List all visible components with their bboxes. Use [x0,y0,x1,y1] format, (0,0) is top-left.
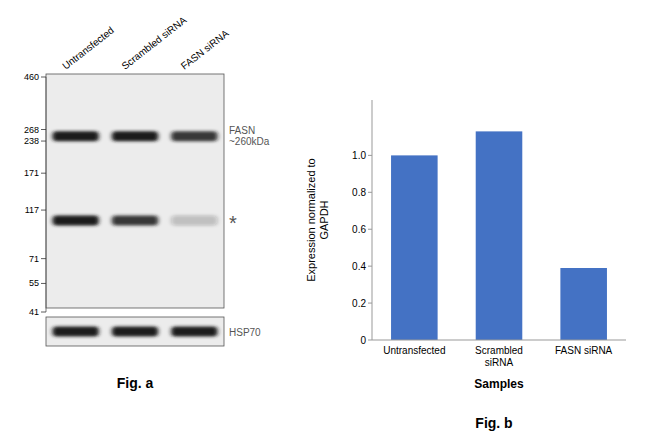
x-axis-label: Samples [474,377,524,391]
loading-control-label: HSP70 [229,327,261,338]
figure: 460 268238 171 117 71 55 41 Untransfected Scramb… [0,0,650,443]
ladder-axis [46,77,47,312]
bar [560,268,607,340]
y-axis-line [372,100,373,340]
y-tick [368,229,372,230]
lane-label: Untransfected [60,25,116,72]
ladder-label: 268 [24,125,39,135]
panel-label: Fig. a [117,375,154,391]
ladder-label: 55 [29,278,39,288]
band [53,131,99,141]
ladder-label: 71 [29,254,39,264]
bands [53,131,218,225]
y-tick [368,192,372,193]
lane-label: FASN siRNA [179,27,231,71]
y-tick-label: 0 [360,335,366,346]
ladder-tick [41,173,46,174]
blot-membrane [46,74,224,308]
ladder-label: 41 [29,307,39,317]
band-label: FASN~260kDa [229,125,270,147]
loading-control-band [171,327,217,337]
y-tick-label: 0.4 [352,261,366,272]
loading-control-strip [46,317,224,346]
band [171,131,217,141]
bar-chart-panel: 0 0.2 0.4 0.6 0.8 1.0 Untransfected Scrambledsi… [305,100,626,431]
ladder-tick [41,129,46,130]
y-tick [368,340,372,341]
ladder-label: 238 [24,136,39,146]
western-blot-panel: 460268238171117715541UntransfectedScramb… [24,14,270,391]
y-tick-label: 0.2 [352,298,366,309]
ladder-tick [41,141,46,142]
y-tick-label: 0.8 [352,187,366,198]
ladder-tick [41,312,46,313]
ladder-label: 171 [24,168,39,178]
ladder-tick [41,210,46,211]
x-axis-line [372,340,626,341]
x-tick-label: FASN siRNA [555,345,613,356]
y-tick [368,266,372,267]
ladder-label: 117 [25,205,39,215]
bar [476,131,523,340]
band [112,131,158,141]
y-tick [368,155,372,156]
y-tick-label: 1.0 [352,150,366,161]
band [171,216,217,226]
background [0,0,650,443]
ladder-tick [41,283,46,284]
ladder-tick [41,258,46,259]
x-tick-label: Untransfected [383,345,445,356]
band-label: * [229,212,237,234]
x-tick-label: ScrambledsiRNA [475,345,523,368]
panel-label: Fig. b [475,415,512,431]
bars [391,131,607,340]
bar [391,155,438,340]
band [112,216,158,226]
ladder-tick [41,77,46,78]
ladder-label: 460 [24,72,39,82]
y-tick-label: 0.6 [352,224,366,235]
y-axis-label: Expression normalized toGAPDH [305,158,330,282]
loading-control-band [112,327,158,337]
loading-control-band [53,327,99,337]
band [53,216,99,226]
y-tick [368,303,372,304]
